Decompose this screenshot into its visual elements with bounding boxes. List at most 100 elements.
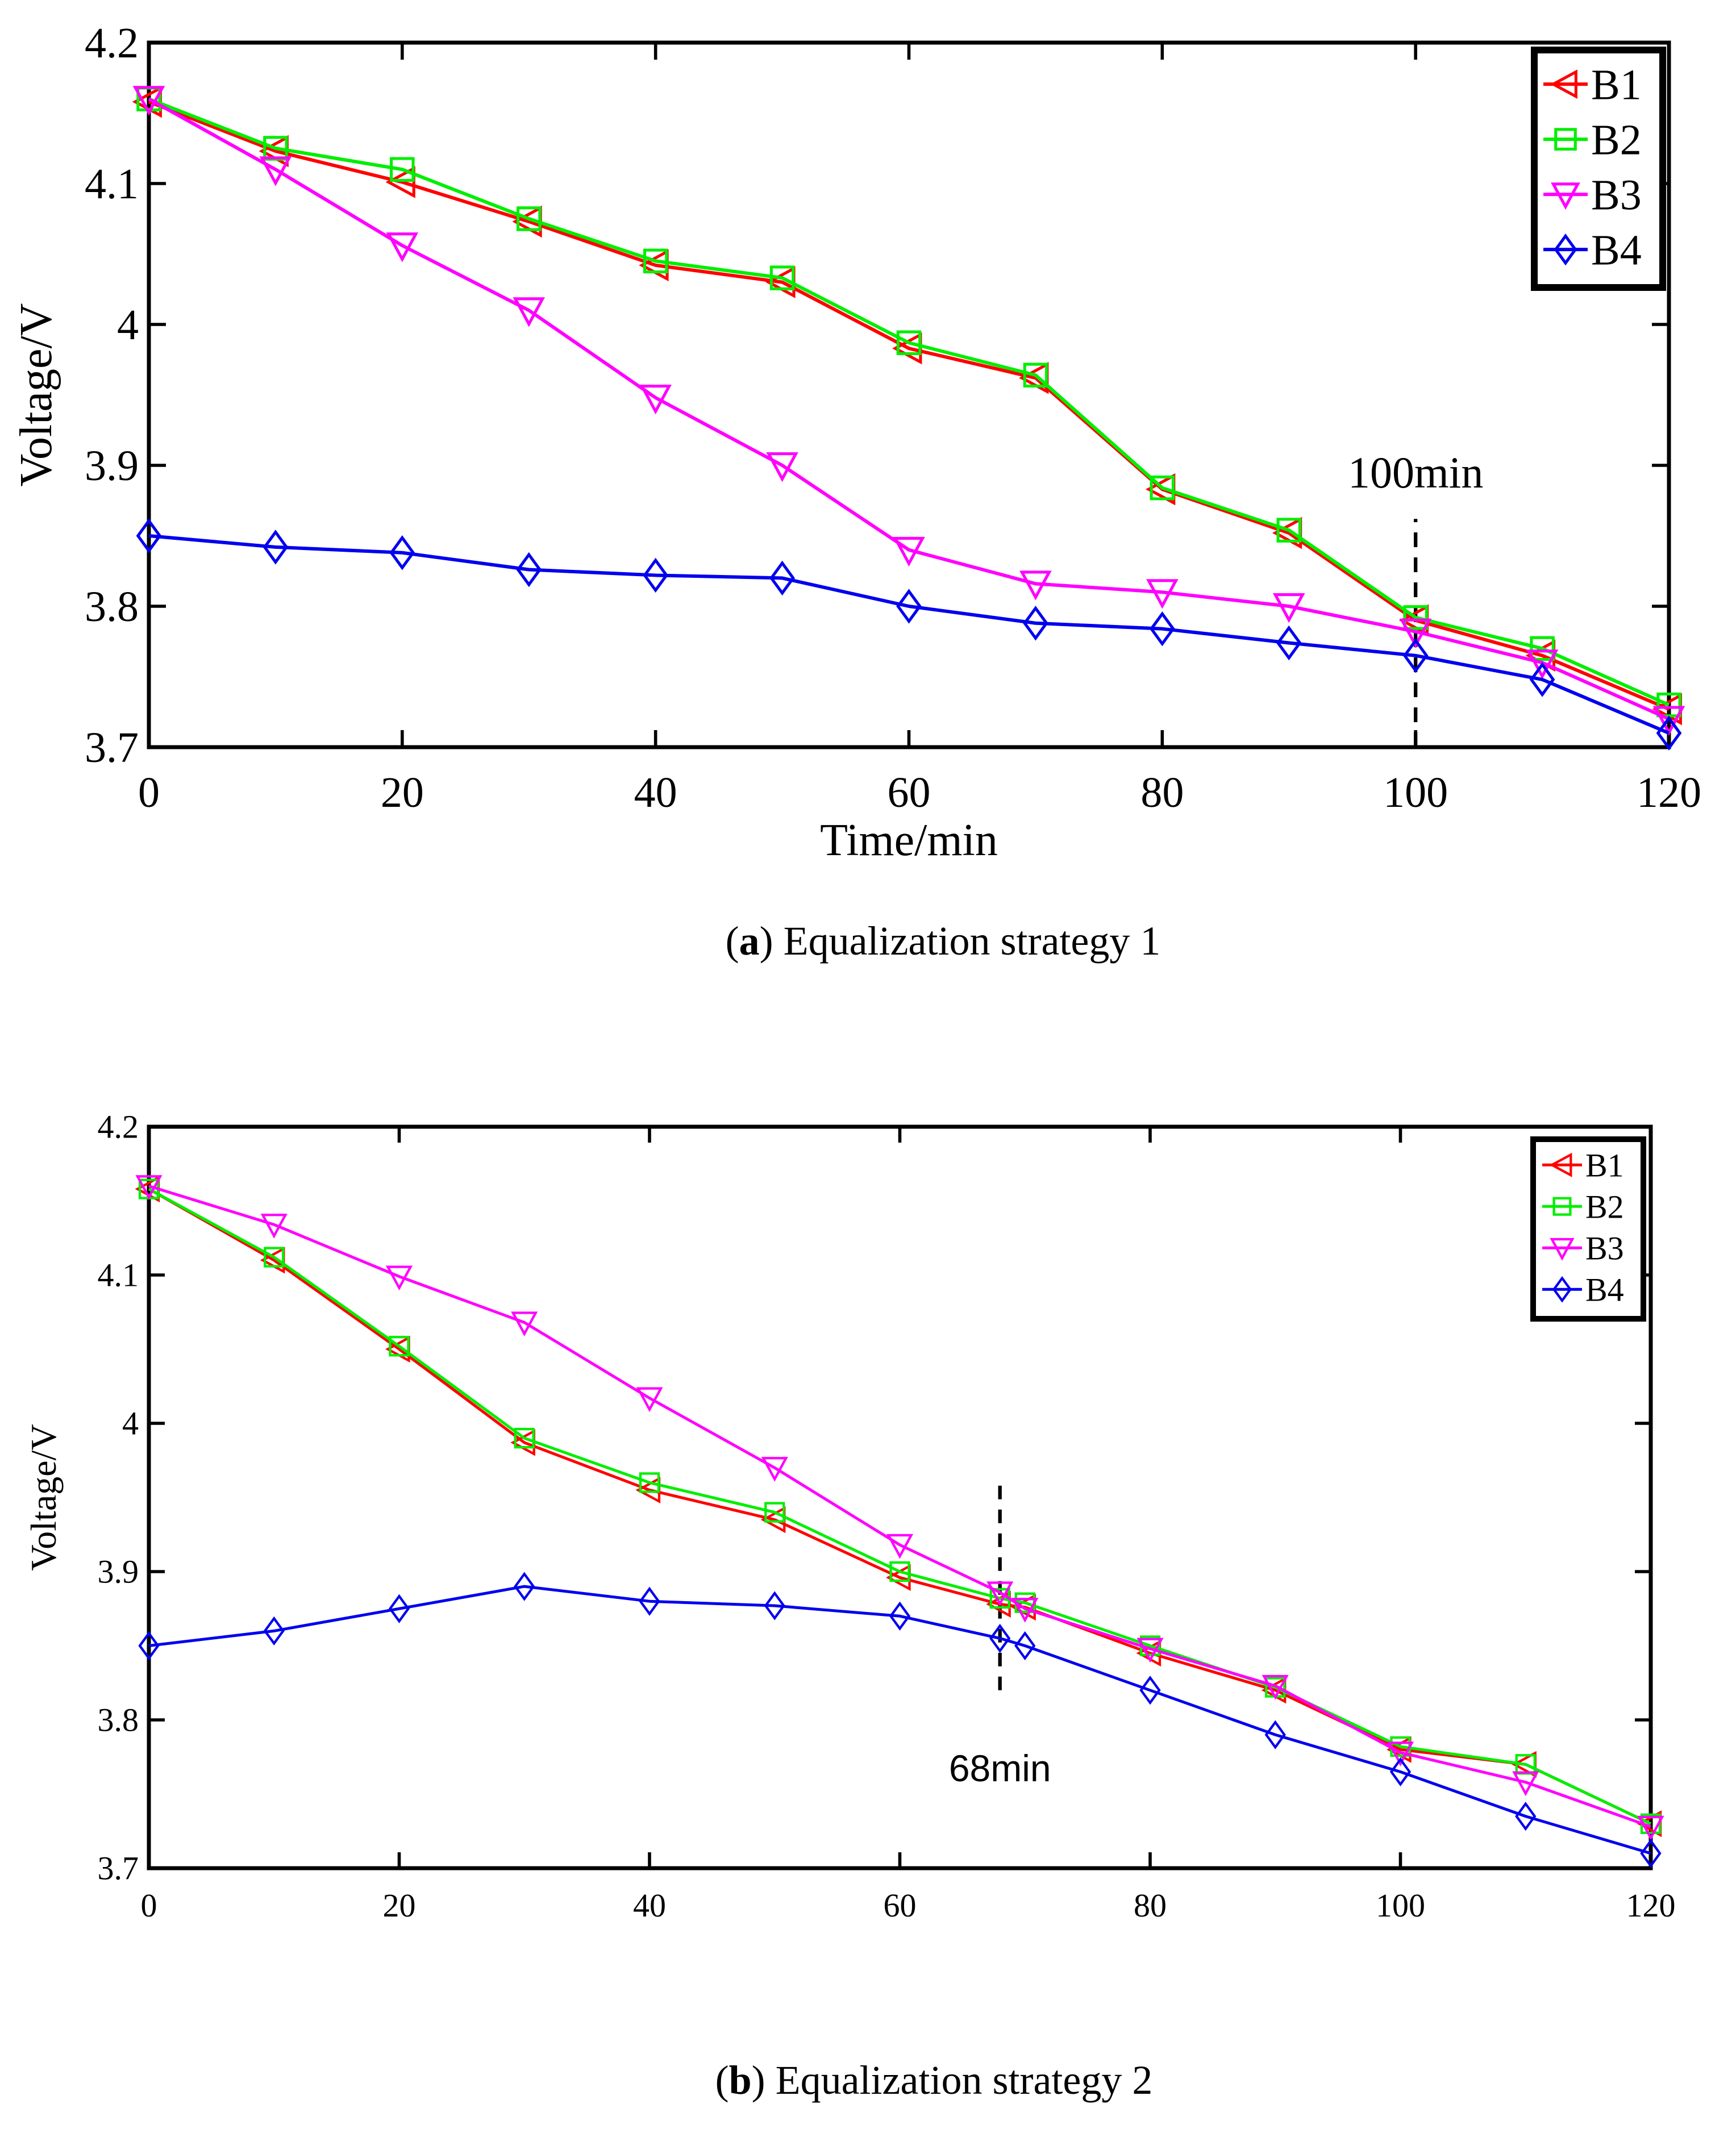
point-B4-b-0 [138, 1631, 160, 1661]
point-B3-a-8 [1146, 579, 1179, 609]
point-B2-b-5 [764, 1502, 785, 1523]
x-tick-label-b-6: 120 [1626, 1887, 1676, 1924]
point-B3-b-9 [1136, 1638, 1164, 1663]
legend-a: B1 B2 B3 B4 [1531, 47, 1666, 291]
point-B1-a-2 [385, 166, 415, 198]
panel-caption-b: (b) Equalization strategy 2 [715, 2057, 1153, 2103]
legend-marker-B3-a [1551, 182, 1580, 210]
point-B3-b-11 [1387, 1741, 1414, 1766]
point-B3-b-13 [1637, 1815, 1664, 1841]
series-group-b [135, 1175, 1664, 1868]
point-B3-b-10 [1262, 1674, 1289, 1700]
y-tick-label-a-4: 4.1 [85, 160, 139, 208]
x-tick-label-a-1: 20 [381, 769, 424, 816]
point-B3-a-11 [1526, 649, 1559, 680]
point-B2-b-9 [1139, 1635, 1161, 1656]
point-B4-a-5 [769, 560, 795, 596]
series-line-B2-a [148, 97, 1670, 707]
legend-box-a [1531, 47, 1666, 291]
point-B3-a-5 [766, 452, 798, 482]
x-tick-label-b-1: 20 [383, 1887, 416, 1924]
x-tick-label-a-6: 120 [1637, 769, 1701, 816]
x-tick-label-b-3: 60 [884, 1887, 917, 1924]
panel-caption-a: (a) Equalization strategy 1 [726, 918, 1161, 964]
y-tick-label-b-4: 4.1 [98, 1257, 139, 1294]
x-tick-label-a-4: 80 [1140, 769, 1184, 816]
y-tick-label-a-0: 3.7 [85, 724, 139, 772]
y-axis-label-a: Voltage/V [11, 303, 61, 487]
y-tick-label-a-3: 4 [117, 301, 139, 349]
y-tick-label-b-0: 3.7 [98, 1850, 139, 1887]
legend-marker-B4-b [1552, 1276, 1572, 1303]
y-tick-label-b-2: 3.9 [98, 1553, 139, 1590]
point-B2-b-13 [1640, 1813, 1662, 1834]
legend-b: B1 B2 B3 B4 [1530, 1136, 1646, 1322]
point-B3-a-7 [1019, 570, 1052, 601]
x-tick-label-b-5: 100 [1376, 1887, 1425, 1924]
point-B2-a-4 [643, 248, 668, 274]
x-axis-label-a: Time/min [820, 815, 998, 865]
x-tick-label-a-0: 0 [138, 769, 160, 816]
point-B3-a-10 [1399, 618, 1432, 649]
point-B3-a-1 [259, 156, 292, 186]
point-B3-a-4 [639, 385, 672, 415]
point-B4-a-11 [1529, 662, 1555, 697]
point-B4-b-1 [263, 1616, 285, 1646]
legend-marker-B2-b [1552, 1197, 1572, 1216]
point-B4-a-12 [1656, 715, 1682, 751]
legend-label-B3-b: B3 [1585, 1230, 1624, 1267]
point-B3-a-9 [1272, 593, 1305, 623]
point-B4-a-2 [389, 535, 415, 570]
point-B3-b-2 [385, 1265, 413, 1291]
x-tick-label-a-2: 40 [634, 769, 677, 816]
legend-marker-B1-b [1549, 1152, 1572, 1177]
point-B3-b-4 [636, 1387, 663, 1413]
point-B2-b-0 [138, 1178, 160, 1199]
point-B4-a-3 [516, 552, 542, 588]
legend-marker-B3-b [1550, 1238, 1575, 1261]
x-tick-label-a-5: 100 [1383, 769, 1448, 816]
point-B4-b-12 [1515, 1802, 1537, 1831]
point-B3-a-6 [893, 536, 925, 567]
legend-label-B3-a: B3 [1591, 172, 1642, 219]
point-B2-b-10 [1265, 1677, 1286, 1698]
point-B4-b-4 [639, 1586, 660, 1616]
point-B4-b-7 [989, 1623, 1011, 1653]
point-B3-b-8 [1011, 1598, 1039, 1623]
point-B2-b-4 [639, 1472, 660, 1493]
point-B3-a-3 [513, 297, 546, 327]
legend-label-B1-a: B1 [1591, 61, 1642, 109]
point-B2-a-9 [1276, 518, 1301, 543]
series-line-B4-a [148, 534, 1670, 735]
point-B3-b-12 [1512, 1771, 1539, 1797]
annotation-label-a: 100min [1348, 448, 1483, 497]
point-B4-b-5 [764, 1591, 785, 1620]
x-tick-label-b-4: 80 [1134, 1887, 1167, 1924]
point-B3-b-1 [260, 1214, 288, 1239]
point-B4-b-3 [514, 1572, 535, 1601]
point-B4-a-4 [643, 557, 669, 593]
point-B4-a-1 [263, 530, 289, 565]
annotation-label-b: 68min [949, 1747, 1051, 1789]
y-tick-label-a-5: 4.2 [85, 19, 139, 67]
point-B3-b-7 [986, 1581, 1014, 1607]
series-line-B3-b [148, 1185, 1651, 1828]
point-B2-a-8 [1150, 475, 1175, 501]
legend-label-B1-b: B1 [1585, 1147, 1624, 1184]
point-B4-a-7 [1023, 606, 1048, 641]
point-B4-b-11 [1389, 1757, 1412, 1786]
legend-label-B2-b: B2 [1585, 1189, 1624, 1226]
point-B3-b-3 [511, 1311, 538, 1336]
point-B2-b-1 [264, 1247, 285, 1268]
series-line-B4-b [148, 1585, 1651, 1855]
point-B3-b-5 [761, 1457, 788, 1482]
point-B4-b-10 [1264, 1720, 1286, 1749]
y-tick-label-b-3: 4 [122, 1405, 139, 1442]
point-B3-a-12 [1652, 706, 1685, 736]
point-B2-b-7 [989, 1588, 1010, 1609]
point-B4-a-8 [1149, 611, 1175, 647]
point-B2-a-5 [769, 265, 795, 290]
y-tick-label-a-2: 3.9 [85, 442, 139, 490]
chart-panel-b: 0 20 40 60 80 100 120 3.7 3.8 3.9 4 4.1 4.2 Voltage/V… [23, 1109, 1676, 2103]
